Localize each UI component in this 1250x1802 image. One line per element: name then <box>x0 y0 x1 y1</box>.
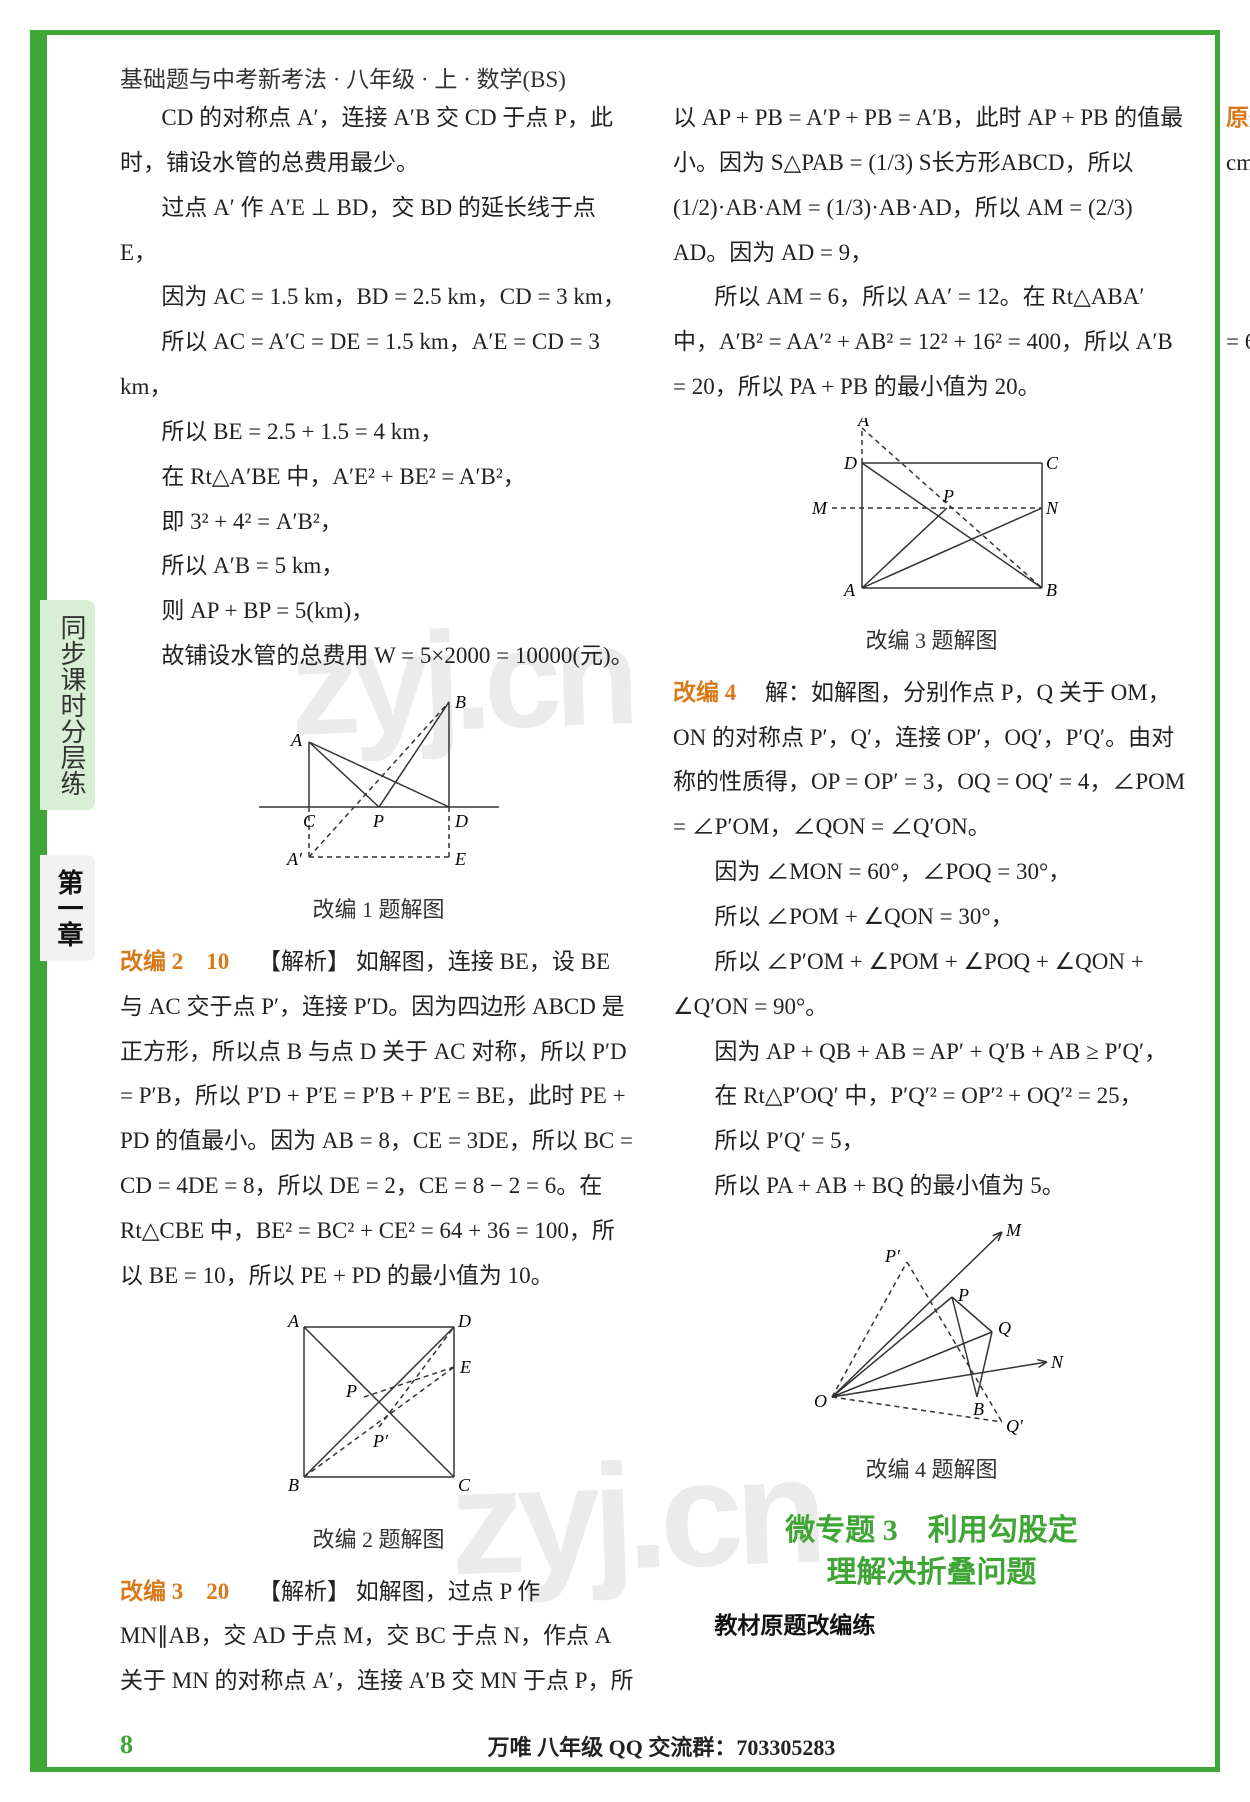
figure-3: A′ D C M N P A B 改编 3 题解图 <box>673 418 1190 663</box>
svg-text:E: E <box>459 1357 471 1377</box>
svg-text:C: C <box>303 811 316 831</box>
svg-text:N: N <box>1045 498 1059 518</box>
para: 所以 BF = 6 cm， <box>1226 365 1250 410</box>
svg-text:P: P <box>942 486 954 506</box>
figure-3-caption: 改编 3 题解图 <box>673 620 1190 663</box>
para: 设 CE = x cm，则 DE = (8 − x) cm， <box>1226 186 1250 231</box>
running-header: 基础题与中考新考法 · 八年级 · 上 · 数学(BS) <box>120 60 566 94</box>
analysis-tag: 【解析】 <box>258 1579 350 1604</box>
svg-text:A: A <box>290 730 303 750</box>
para: 所以 AM = 6，所以 AA′ = 12。在 Rt△ABA′ 中，A′B² =… <box>673 275 1190 410</box>
svg-text:P: P <box>345 1381 357 1401</box>
svg-text:A′: A′ <box>857 418 874 430</box>
para: 即 3² + 4² = A′B²， <box>120 500 637 545</box>
figure-2-caption: 改编 2 题解图 <box>120 1519 637 1562</box>
svg-text:Q: Q <box>998 1318 1011 1338</box>
para: 所以 PA + AB + BQ 的最小值为 5。 <box>673 1164 1190 1209</box>
para: 则 AP + BP = 5(km)， <box>120 589 637 634</box>
footer: 8 万唯 八年级 QQ 交流群：703305283 <box>120 1730 1190 1762</box>
para: 在 Rt△ABF 中，BF² = AF² − AB² = 10² − 8² = … <box>1226 275 1250 365</box>
para-variant-2: 改编 2 10 【解析】 如解图，连接 BE，设 BE 与 AC 交于点 P′，… <box>120 940 637 1299</box>
side-tab-practice: 同步课时分层练 <box>40 600 95 810</box>
para: 所以 A′B = 5 km， <box>120 544 637 589</box>
svg-text:D: D <box>454 811 468 831</box>
svg-text:A: A <box>843 580 856 600</box>
original-label: 原题 <box>1226 105 1250 130</box>
svg-text:C: C <box>458 1475 471 1495</box>
para: 所以 AC = A′C = DE = 1.5 km，A′E = CD = 3 k… <box>120 320 637 410</box>
side-tab-chapter: 第一章 <box>40 855 95 961</box>
svg-text:Q′: Q′ <box>1006 1416 1024 1436</box>
svg-text:P′: P′ <box>884 1246 901 1266</box>
svg-text:M: M <box>1005 1220 1022 1240</box>
para: 因为 AP + QB + AB = AP′ + Q′B + AB ≥ P′Q′， <box>673 1030 1190 1075</box>
figure-2: A D B C E P P′ 改编 2 题解图 <box>120 1307 637 1562</box>
variant-label: 改编 2 10 <box>120 949 252 974</box>
figure-1: A B C P D A′ E 改编 1 题解图 <box>120 687 637 932</box>
footer-text: 万唯 八年级 QQ 交流群：703305283 <box>488 1730 836 1762</box>
para-body: 如解图，连接 BE，设 BE 与 AC 交于点 P′，连接 P′D。因为四边形 … <box>120 949 633 1288</box>
para: 在 Rt△A′BE 中，A′E² + BE² = A′B²， <box>120 455 637 500</box>
svg-text:B: B <box>288 1475 299 1495</box>
para: 所以 ∠P′OM + ∠POM + ∠POQ + ∠QON + ∠Q′ON = … <box>673 940 1190 1030</box>
figure-4: O M N P P′ Q Q′ B 改编 4 题解图 <box>673 1217 1190 1492</box>
svg-text:E: E <box>454 849 466 869</box>
svg-text:P′: P′ <box>372 1431 389 1451</box>
variant-label: 改编 3 20 <box>120 1579 252 1604</box>
svg-text:D: D <box>843 453 857 473</box>
svg-text:P: P <box>372 811 384 831</box>
para: 因为 AC = 1.5 km，BD = 2.5 km，CD = 3 km， <box>120 275 637 320</box>
variant-label: 改编 4 <box>673 680 759 705</box>
svg-text:P: P <box>957 1285 969 1305</box>
para: 过点 A′ 作 A′E ⊥ BD，交 BD 的延长线于点 E， <box>120 186 637 276</box>
title-line-1: 微专题 3 利用勾股定 <box>673 1510 1190 1552</box>
para: 所以 P′Q′ = 5， <box>673 1119 1190 1164</box>
svg-text:N: N <box>1050 1352 1064 1372</box>
main-content: CD 的对称点 A′，连接 A′B 交 CD 于点 P，此时，铺设水管的总费用最… <box>120 96 1190 1722</box>
figure-4-caption: 改编 4 题解图 <box>673 1449 1190 1492</box>
svg-text:B: B <box>455 692 466 712</box>
micro-topic-title: 微专题 3 利用勾股定 理解决折叠问题 <box>673 1510 1190 1594</box>
svg-text:O: O <box>814 1391 827 1411</box>
svg-text:A′: A′ <box>286 849 303 869</box>
subhead: 教材原题改编练 <box>673 1604 1190 1649</box>
para: 所以 ∠POM + ∠QON = 30°， <box>673 895 1190 940</box>
svg-text:B: B <box>1046 580 1057 600</box>
svg-text:C: C <box>1046 453 1059 473</box>
analysis-tag: 【解析】 <box>258 949 350 974</box>
para: 在 Rt△P′OQ′ 中，P′Q′² = OP′² + OQ′² = 25， <box>673 1074 1190 1119</box>
para-variant-4: 改编 4 解：如解图，分别作点 P，Q 关于 OM，ON 的对称点 P′，Q′，… <box>673 671 1190 850</box>
para: 故铺设水管的总费用 W = 5×2000 = 10000(元)。 <box>120 634 637 679</box>
title-line-2: 理解决折叠问题 <box>673 1552 1190 1594</box>
para-original: 原题 解：由折叠的性质得，AF = AD = BC = 10 cm，DE = E… <box>1226 96 1250 186</box>
svg-text:B: B <box>973 1399 984 1419</box>
svg-text:D: D <box>457 1311 471 1331</box>
page-number: 8 <box>120 1730 133 1762</box>
svg-text:A: A <box>287 1311 300 1331</box>
para: 因为 ∠MON = 60°，∠POQ = 30°， <box>673 850 1190 895</box>
para: CD 的对称点 A′，连接 A′B 交 CD 于点 P，此时，铺设水管的总费用最… <box>120 96 637 186</box>
figure-1-caption: 改编 1 题解图 <box>120 889 637 932</box>
para: 所以 EF = (8 − x) cm， <box>1226 231 1250 276</box>
para: 所以 BE = 2.5 + 1.5 = 4 km， <box>120 410 637 455</box>
svg-text:M: M <box>811 498 828 518</box>
